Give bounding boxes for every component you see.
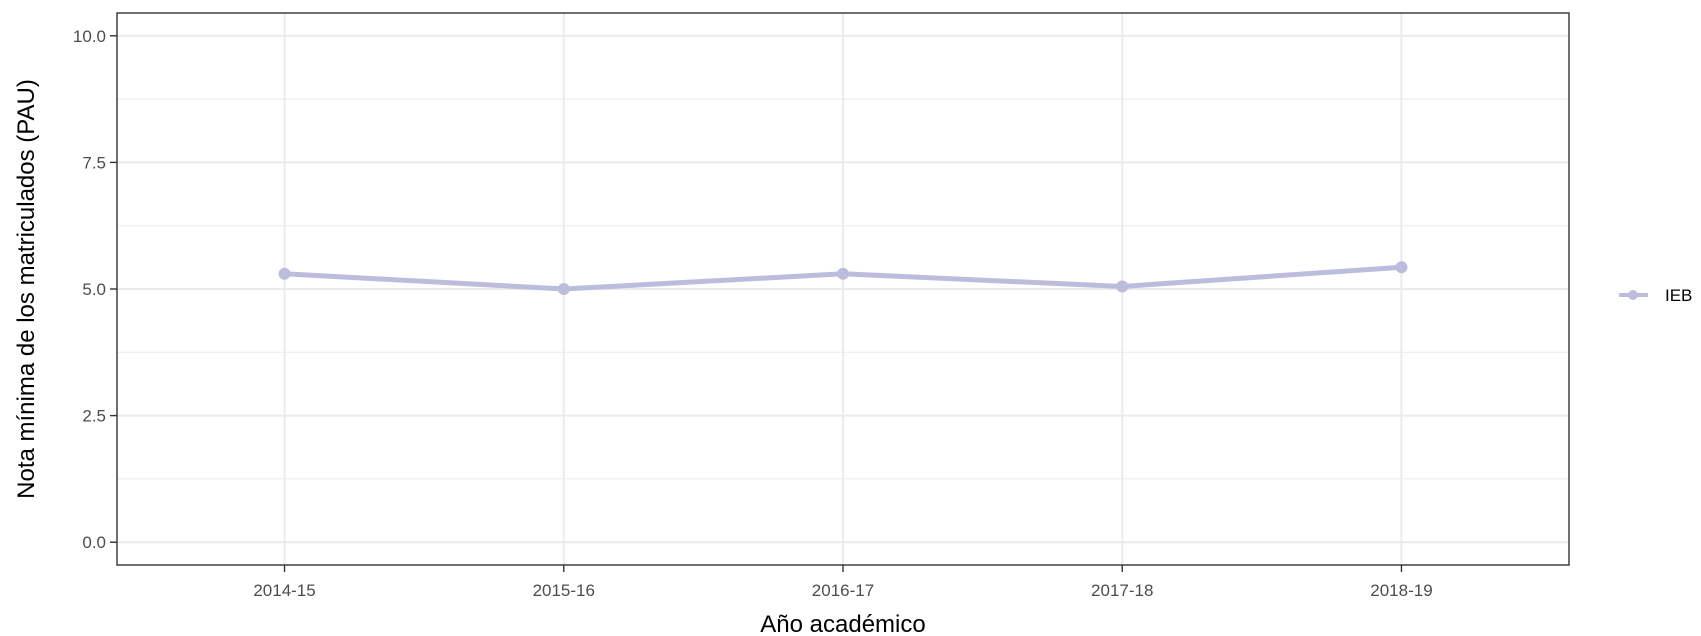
x-tick-label: 2017-18 [1091, 581, 1153, 600]
y-tick-label: 2.5 [82, 407, 106, 426]
legend-key-point [1628, 290, 1638, 300]
legend-label-ieb: IEB [1665, 286, 1692, 305]
x-tick-label: 2016-17 [812, 581, 874, 600]
y-tick-label: 0.0 [82, 533, 106, 552]
data-point-ieb [837, 267, 849, 280]
x-tick-label: 2015-16 [533, 581, 595, 600]
x-axis-title: Año académico [760, 611, 925, 636]
x-axis-ticks: 2014-15 2015-16 2016-17 2017-18 2018-19 [253, 565, 1433, 600]
y-tick-label: 10.0 [73, 27, 106, 46]
data-point-ieb [278, 267, 291, 280]
y-axis-title: Nota mínima de los matriculados (PAU) [13, 79, 40, 499]
x-tick-label: 2018-19 [1370, 581, 1432, 600]
y-tick-label: 5.0 [82, 280, 106, 299]
x-tick-label: 2014-15 [253, 581, 315, 600]
data-point-ieb [557, 283, 570, 295]
y-tick-label: 7.5 [82, 153, 106, 172]
data-point-ieb [1116, 280, 1129, 293]
series-layer [278, 261, 1408, 295]
data-point-ieb [1395, 261, 1408, 274]
legend: IEB [1619, 286, 1692, 305]
y-axis-ticks: 0.0 2.5 5.0 7.5 10.0 [73, 27, 117, 552]
